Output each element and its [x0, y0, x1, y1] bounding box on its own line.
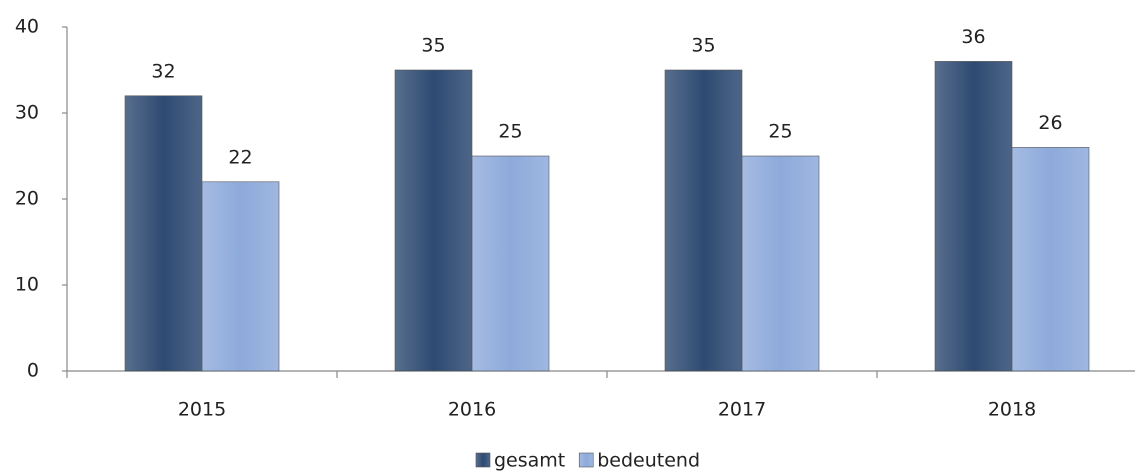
- legend-label: gesamt: [494, 450, 565, 472]
- legend-label: bedeutend: [597, 450, 700, 472]
- data-label: 25: [768, 121, 792, 143]
- legend-swatch: [475, 452, 491, 468]
- x-tick-label: 2017: [718, 399, 766, 421]
- data-label: 35: [421, 35, 445, 57]
- y-tick-label: 20: [15, 188, 39, 210]
- x-tick-label: 2015: [178, 399, 226, 421]
- data-label: 25: [498, 121, 522, 143]
- bar: [1011, 147, 1090, 372]
- y-tick-label: 40: [15, 16, 39, 38]
- bar: [471, 155, 550, 372]
- x-tick-label: 2016: [448, 399, 496, 421]
- bar: [201, 181, 280, 372]
- data-label: 35: [691, 35, 715, 57]
- bar: [741, 155, 820, 372]
- legend: gesamt bedeutend: [475, 450, 700, 472]
- x-tick-label: 2018: [988, 399, 1036, 421]
- data-label: 26: [1038, 112, 1062, 134]
- data-label: 36: [961, 26, 985, 48]
- bar: [124, 95, 203, 372]
- y-tick-label: 0: [27, 360, 39, 382]
- data-label: 32: [151, 60, 175, 82]
- data-label: 22: [228, 146, 252, 168]
- bar: [394, 69, 473, 372]
- y-tick-label: 10: [15, 274, 39, 296]
- bar: [934, 61, 1013, 372]
- legend-swatch: [578, 452, 594, 468]
- bar: [664, 69, 743, 372]
- y-tick-label: 30: [15, 102, 39, 124]
